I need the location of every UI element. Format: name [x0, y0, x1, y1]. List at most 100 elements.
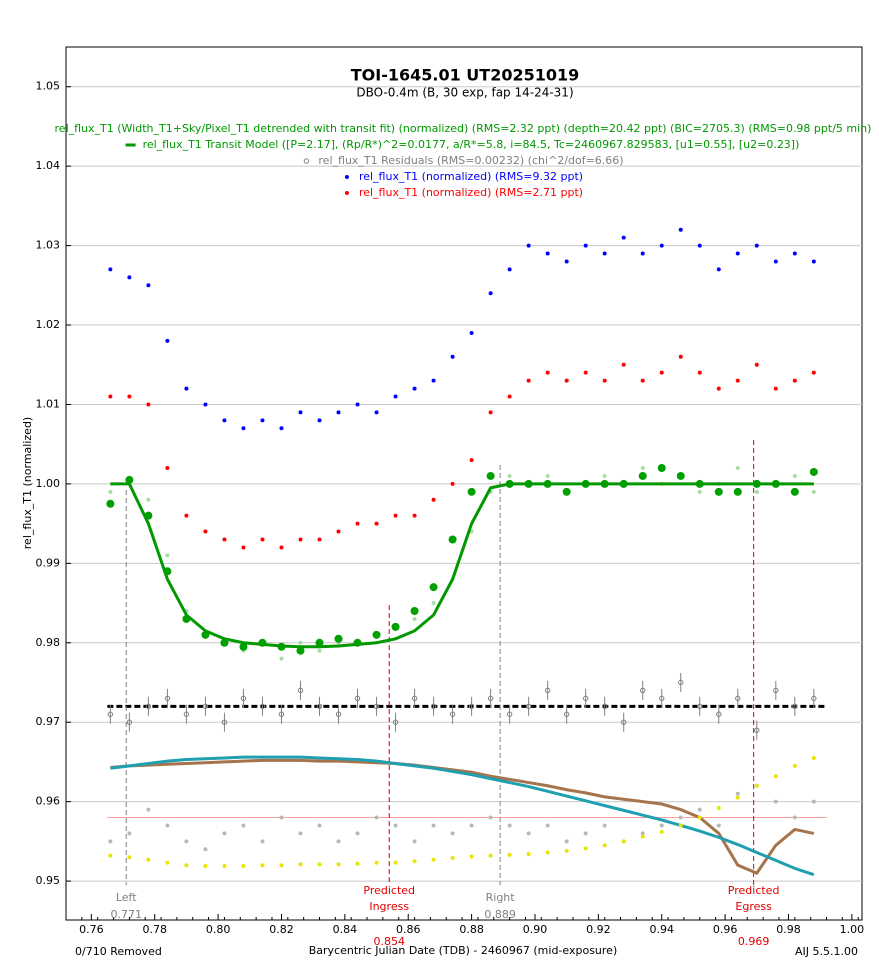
data-point [792, 378, 797, 383]
data-point [184, 839, 189, 844]
residual-point [316, 703, 323, 710]
data-point [545, 850, 550, 855]
residual-point [735, 695, 741, 702]
residual-point [335, 711, 342, 717]
binned-point [733, 487, 742, 496]
marker-value: 0.771 [110, 908, 142, 921]
legend-symbol [303, 158, 310, 164]
data-point [545, 251, 550, 256]
footer-right: AIJ 5.5.1.00 [795, 945, 858, 958]
data-point [298, 862, 303, 867]
binned-point [486, 471, 495, 480]
binned-point [562, 487, 571, 496]
residual-point [202, 703, 209, 710]
residual-point [697, 703, 703, 710]
data-point [716, 386, 721, 391]
data-point [735, 378, 740, 383]
data-point [697, 807, 702, 812]
residual-point [544, 687, 551, 694]
x-tick-label: 0.96 [713, 923, 738, 936]
residual-point [582, 695, 589, 702]
data-point [564, 839, 569, 844]
data-point [222, 418, 227, 423]
data-point [640, 251, 645, 256]
data-point [374, 410, 379, 415]
x-axis-label: Barycentric Julian Date (TDB) - 2460967 … [309, 944, 618, 957]
data-point [279, 545, 284, 550]
data-point [659, 243, 664, 248]
data-point [488, 815, 493, 820]
residual-point [145, 703, 152, 710]
data-point [640, 378, 645, 383]
data-point [526, 852, 531, 857]
data-point [412, 616, 417, 621]
legend-label: rel_flux_T1 Residuals (RMS=0.00232) (chi… [318, 154, 623, 167]
data-point [697, 489, 702, 494]
data-point [108, 853, 113, 858]
data-point [184, 386, 189, 391]
data-point [127, 275, 132, 280]
data-point [640, 834, 645, 839]
data-point [450, 354, 455, 359]
data-point [583, 370, 588, 375]
y-tick-label: 1.01 [36, 397, 61, 410]
data-point [317, 862, 322, 867]
data-point [488, 410, 493, 415]
y-tick-label: 0.96 [36, 795, 61, 808]
residual-point [259, 703, 266, 710]
data-point [222, 537, 227, 542]
legend-label: rel_flux_T1 Transit Model ([P=2.17], (Rp… [143, 138, 800, 151]
y-tick-label: 0.99 [36, 556, 61, 569]
residual-point [792, 703, 798, 710]
marker-value: 0.889 [484, 908, 516, 921]
residual-point [107, 711, 114, 717]
data-point [678, 354, 683, 359]
legend-label: rel_flux_T1 (normalized) (RMS=9.32 ppt) [359, 170, 583, 183]
chart-title: TOI-1645.01 UT20251019 [351, 66, 580, 85]
series-line [110, 758, 815, 875]
x-tick-label: 0.84 [333, 923, 358, 936]
data-point [469, 854, 474, 859]
x-tick-label: 0.88 [459, 923, 484, 936]
residual-point [487, 695, 494, 702]
data-point [545, 823, 550, 828]
marker-label: Predicted [728, 884, 780, 897]
data-point [222, 831, 227, 836]
y-axis-label: rel_flux_T1 (normalized) [21, 417, 34, 549]
data-point [146, 807, 151, 812]
data-point [298, 410, 303, 415]
residual-point [621, 719, 627, 725]
series-line [110, 755, 815, 877]
binned-point [448, 535, 457, 544]
data-point [811, 755, 816, 760]
binned-point [676, 471, 685, 480]
data-point [583, 846, 588, 851]
residual-point [601, 703, 608, 710]
binned-point [429, 583, 438, 592]
data-point [488, 853, 493, 858]
data-point [659, 370, 664, 375]
data-point [165, 338, 170, 343]
data-point [241, 863, 246, 868]
marker-value: 0.854 [373, 935, 405, 948]
data-point [773, 259, 778, 264]
y-tick-label: 0.98 [36, 636, 61, 649]
binned-point [714, 487, 723, 496]
data-point [735, 466, 740, 471]
data-point [412, 386, 417, 391]
data-point [678, 227, 683, 232]
binned-point [790, 487, 799, 496]
data-point [640, 831, 645, 836]
residual-point [773, 687, 779, 694]
data-point [108, 489, 113, 494]
data-point [165, 466, 170, 471]
legend-label: rel_flux_T1 (Width_T1+Sky/Pixel_T1 detre… [55, 122, 872, 135]
x-tick-label: 0.98 [776, 923, 801, 936]
residual-point [659, 695, 665, 702]
data-point [640, 466, 645, 471]
data-point [792, 251, 797, 256]
data-point [431, 823, 436, 828]
binned-point [809, 467, 818, 476]
data-point [336, 839, 341, 844]
data-point [716, 267, 721, 272]
